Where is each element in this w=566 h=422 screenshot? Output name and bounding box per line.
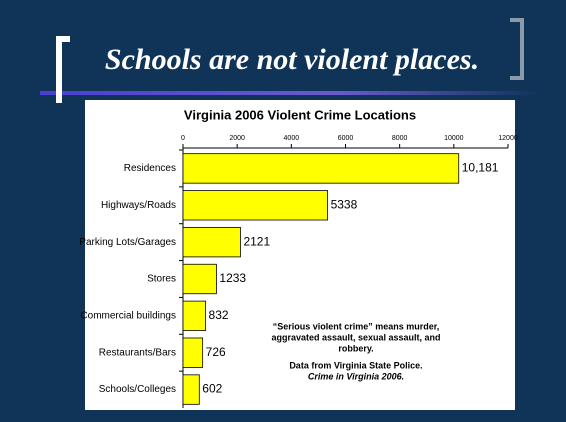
value-label: 10,181 <box>462 161 499 175</box>
annotation: Crime in Virginia 2006. <box>308 371 404 381</box>
x-tick-label: 10000 <box>444 135 464 142</box>
annotation: “Serious violent crime” means murder, <box>273 321 440 331</box>
chart-title: Virginia 2006 Violent Crime Locations <box>184 107 416 122</box>
y-tick-label: Highways/Roads <box>101 200 176 211</box>
value-label: 832 <box>209 308 229 322</box>
x-tick-label: 8000 <box>392 135 408 142</box>
bar <box>182 190 328 221</box>
value-label: 2121 <box>243 234 270 248</box>
value-label: 5338 <box>331 197 358 211</box>
x-tick-label: 6000 <box>338 135 354 142</box>
x-tick-label: 12000 <box>498 135 518 142</box>
y-tick-label: Residences <box>124 163 176 174</box>
annotation: aggravated assault, sexual assault, and <box>271 332 440 342</box>
x-tick-label: 0 <box>181 135 185 142</box>
y-tick-label: Restaurants/Bars <box>99 347 176 358</box>
y-tick-label: Parking Lots/Garages <box>79 237 176 248</box>
y-tick-label: Stores <box>147 274 176 285</box>
bar <box>182 337 204 368</box>
annotation: Data from Virginia State Police. <box>289 360 422 370</box>
bar <box>182 374 200 405</box>
value-label: 726 <box>206 345 226 359</box>
x-tick-label: 2000 <box>229 135 245 142</box>
x-tick-label: 4000 <box>284 135 300 142</box>
rule-line <box>40 91 540 95</box>
slide-title: Schools are not violent places. <box>105 43 479 76</box>
bar <box>182 263 217 295</box>
value-label: 602 <box>202 382 222 396</box>
y-tick-label: Commercial buildings <box>80 310 176 321</box>
value-label: 1233 <box>219 271 246 285</box>
bar <box>182 300 206 332</box>
bar <box>182 153 460 184</box>
left-bracket <box>56 36 70 103</box>
chart-area <box>85 100 515 410</box>
y-tick-label: Schools/Colleges <box>99 384 176 395</box>
bar <box>182 226 241 258</box>
annotation: robbery. <box>338 343 373 353</box>
right-bracket <box>510 18 524 80</box>
